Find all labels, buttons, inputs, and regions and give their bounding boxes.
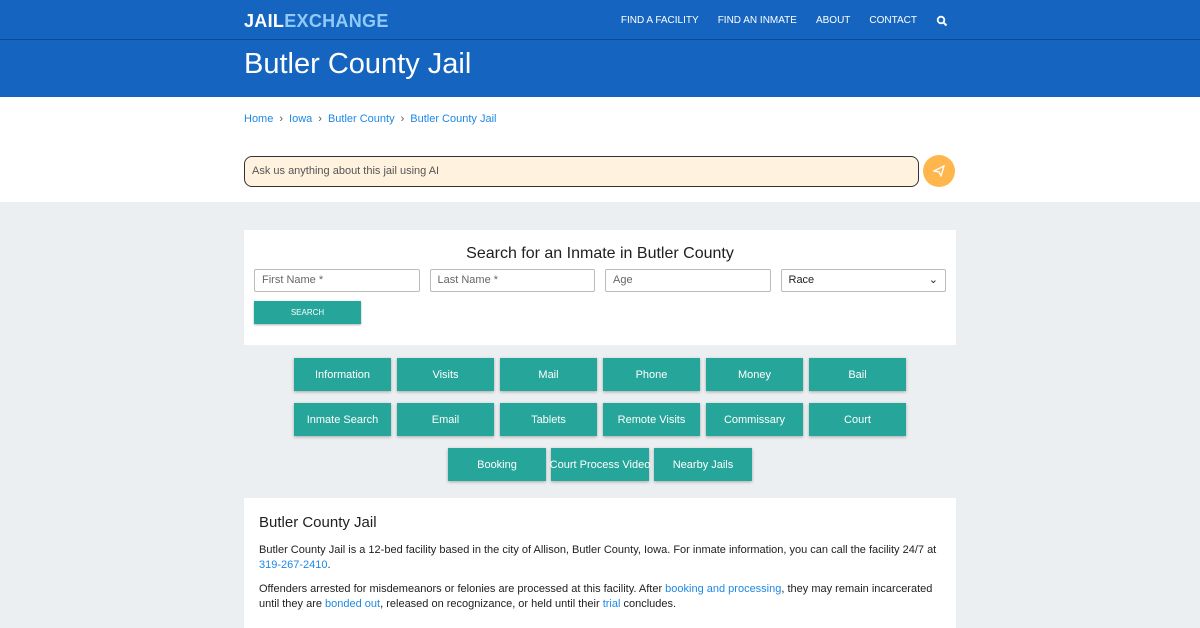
breadcrumb: Home › Iowa › Butler County › Butler County… [244,113,496,125]
breadcrumb-county[interactable]: Butler County [327,113,395,125]
last-name-input[interactable]: Last Name * [429,269,595,292]
link-button-visits[interactable]: Visits [396,358,495,391]
facility-info-card: Butler County Jail Butler County Jail is… [244,498,956,628]
nav-about[interactable]: ABOUT [815,14,851,26]
link-button-commissary[interactable]: Commissary [705,403,804,436]
logo-exchange: EXCHANGE [284,11,389,31]
top-nav: JAILEXCHANGE FIND A FACILITY FIND AN INM… [0,0,1200,40]
link-button-email[interactable]: Email [396,403,495,436]
chevron-down-icon: ⌄ [928,274,938,286]
link-button-mail[interactable]: Mail [499,358,598,391]
link-button-information[interactable]: Information [293,358,392,391]
first-name-input[interactable]: First Name * [254,269,420,292]
link-button-phone[interactable]: Phone [602,358,701,391]
nav-find-inmate[interactable]: FIND AN INMATE [717,14,797,26]
chevron-right-icon: › [279,113,284,125]
inmate-search-card: Search for an Inmate in Butler County Fi… [244,230,956,345]
trial-link[interactable]: trial [602,597,621,610]
search-button[interactable]: SEARCH [254,301,361,324]
nav-find-facility[interactable]: FIND A FACILITY [620,14,699,26]
link-button-court[interactable]: Court [808,403,907,436]
paper-plane-icon [933,165,945,177]
chevron-right-icon: › [400,113,405,125]
page-title: Butler County Jail [244,48,472,80]
link-button-money[interactable]: Money [705,358,804,391]
ai-send-button[interactable] [923,155,955,187]
nav-contact[interactable]: CONTACT [869,14,917,26]
logo-jail: JAIL [244,11,285,31]
logo[interactable]: JAILEXCHANGE [244,11,389,32]
breadcrumb-jail[interactable]: Butler County Jail [410,113,497,125]
breadcrumb-iowa[interactable]: Iowa [289,113,313,125]
link-button-nearby-jails[interactable]: Nearby Jails [654,448,752,481]
link-button-tablets[interactable]: Tablets [499,403,598,436]
info-heading: Butler County Jail [259,514,377,531]
race-select[interactable]: Race ⌄ [780,269,946,292]
breadcrumb-home[interactable]: Home [244,113,274,125]
link-button-bail[interactable]: Bail [808,358,907,391]
info-paragraph: Butler County Jail is a 12-bed facility … [259,544,937,571]
info-paragraph: Offenders arrested for misdemeanors or f… [259,583,933,610]
title-band: Butler County Jail [0,40,1200,97]
search-title: Search for an Inmate in Butler County [466,245,734,262]
link-button-booking[interactable]: Booking [448,448,546,481]
booking-link[interactable]: booking and processing [665,583,782,595]
link-button-court-process-video[interactable]: Court Process Video [550,448,650,481]
ai-question-input[interactable]: Ask us anything about this jail using AI [244,156,919,187]
age-input[interactable]: Age [605,269,771,292]
bonded-out-link[interactable]: bonded out [325,597,381,610]
phone-link[interactable]: 319-267-2410 [259,558,328,571]
facility-links: Information Visits Mail Phone Money Bail Inmat… [244,358,956,481]
link-button-inmate-search[interactable]: Inmate Search [293,403,392,436]
search-icon[interactable] [936,14,948,27]
link-button-remote-visits[interactable]: Remote Visits [602,403,701,436]
chevron-right-icon: › [318,113,322,125]
